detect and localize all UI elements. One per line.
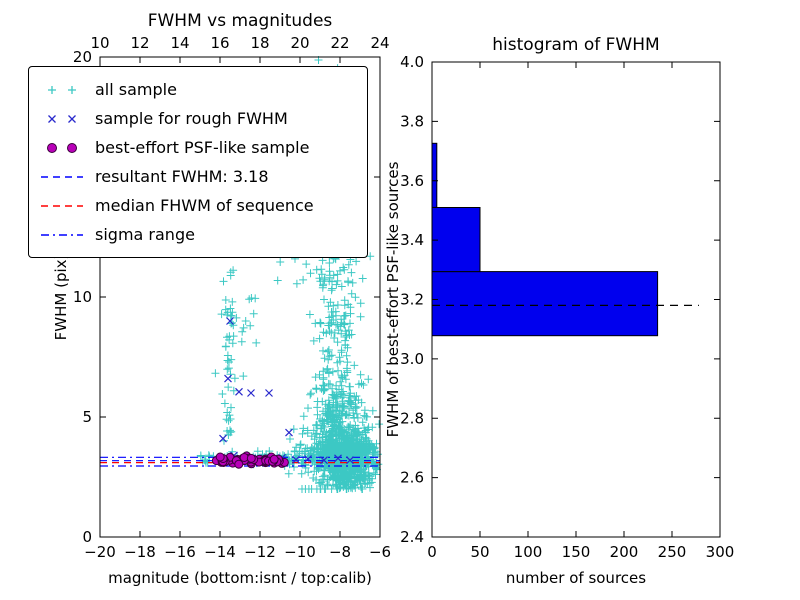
- x-tick-label: 300: [706, 543, 735, 561]
- dashed-line-icon: [41, 204, 83, 207]
- right-xaxis-label: number of sources: [506, 569, 646, 587]
- legend-entry: resultant FWHM: 3.18: [39, 162, 357, 191]
- legend-label: resultant FWHM: 3.18: [95, 167, 269, 186]
- legend-part: [47, 142, 57, 153]
- legend-part: [68, 114, 76, 123]
- chart-shape: [215, 452, 225, 462]
- legend-label: sample for rough FWHM: [95, 109, 288, 128]
- top-tick-label: 20: [290, 34, 309, 52]
- x-tick-label: 0: [427, 543, 437, 561]
- top-tick-label: 14: [170, 34, 189, 52]
- x-tick-label: −12: [244, 543, 276, 561]
- legend-part: [67, 142, 77, 153]
- right-plot-title: histogram of FWHM: [492, 35, 659, 55]
- right-plot: [431, 142, 699, 337]
- top-tick-label: 10: [90, 34, 109, 52]
- legend: all sample sample for rough FWHM best-effo…: [28, 66, 368, 258]
- y-tick-label: 20: [73, 48, 92, 66]
- dashed-line-icon: [41, 175, 83, 178]
- x-marker-icon: [48, 114, 76, 123]
- left-xaxis-label: magnitude (bottom:isnt / top:calib): [108, 569, 372, 587]
- y-tick-label: 10: [73, 288, 92, 306]
- y-tick-label: 2.8: [400, 409, 424, 427]
- x-tick-label: 200: [610, 543, 639, 561]
- chart-shape: [234, 459, 244, 469]
- y-tick-label: 2.6: [400, 469, 424, 487]
- left-yaxis-label: FWHM (pix): [52, 254, 70, 341]
- top-tick-label: 12: [130, 34, 149, 52]
- x-tick-label: 250: [658, 543, 687, 561]
- x-tick-label: −8: [329, 543, 351, 561]
- chart-shape: [246, 453, 256, 463]
- legend-label: sigma range: [95, 225, 195, 244]
- histogram-bar: [431, 207, 481, 273]
- x-tick-label: −14: [204, 543, 236, 561]
- x-tick-label: −16: [164, 543, 196, 561]
- legend-label: median FHWM of sequence: [95, 196, 314, 215]
- y-tick-label: 3.8: [400, 112, 424, 130]
- legend-entry: median FHWM of sequence: [39, 191, 357, 220]
- y-tick-label: 4.0: [400, 53, 424, 71]
- x-tick-label: 50: [470, 543, 489, 561]
- dashdot-line-icon: [41, 233, 83, 236]
- legend-part: [48, 114, 56, 123]
- psf-sample-points: [211, 451, 289, 469]
- x-tick-label: −18: [124, 543, 156, 561]
- x-tick-label: −10: [284, 543, 316, 561]
- legend-entry: sample for rough FWHM: [39, 104, 357, 133]
- legend-label: all sample: [95, 80, 177, 99]
- left-plot: [100, 56, 384, 493]
- plus-marker-icon: [48, 85, 76, 94]
- legend-entry: sigma range: [39, 220, 357, 249]
- y-tick-label: 5: [82, 408, 92, 426]
- y-tick-label: 2.4: [400, 528, 424, 546]
- legend-label: best-effort PSF-like sample: [95, 138, 310, 157]
- x-tick-label: 150: [562, 543, 591, 561]
- histogram-bar: [431, 142, 438, 208]
- x-tick-label: −6: [369, 543, 391, 561]
- y-tick-label: 3.0: [400, 350, 424, 368]
- left-plot-title: FWHM vs magnitudes: [148, 11, 333, 31]
- y-tick-label: 3.2: [400, 291, 424, 309]
- x-tick-label: −20: [84, 543, 116, 561]
- x-tick-label: 100: [514, 543, 543, 561]
- legend-part: [48, 85, 56, 94]
- legend-part: [68, 85, 76, 94]
- top-tick-label: 18: [250, 34, 269, 52]
- y-tick-label: 0: [82, 528, 92, 546]
- top-tick-label: 22: [330, 34, 349, 52]
- right-yaxis-label: FWHM of best-effort PSF-like sources: [384, 161, 402, 437]
- y-tick-label: 3.4: [400, 231, 424, 249]
- legend-entry: all sample: [39, 75, 357, 104]
- y-tick-label: 3.6: [400, 172, 424, 190]
- circle-marker-icon: [47, 142, 77, 153]
- legend-entry: best-effort PSF-like sample: [39, 133, 357, 162]
- top-tick-label: 24: [370, 34, 389, 52]
- histogram-bar: [431, 271, 659, 337]
- chart-shape: [269, 454, 279, 464]
- top-tick-label: 16: [210, 34, 229, 52]
